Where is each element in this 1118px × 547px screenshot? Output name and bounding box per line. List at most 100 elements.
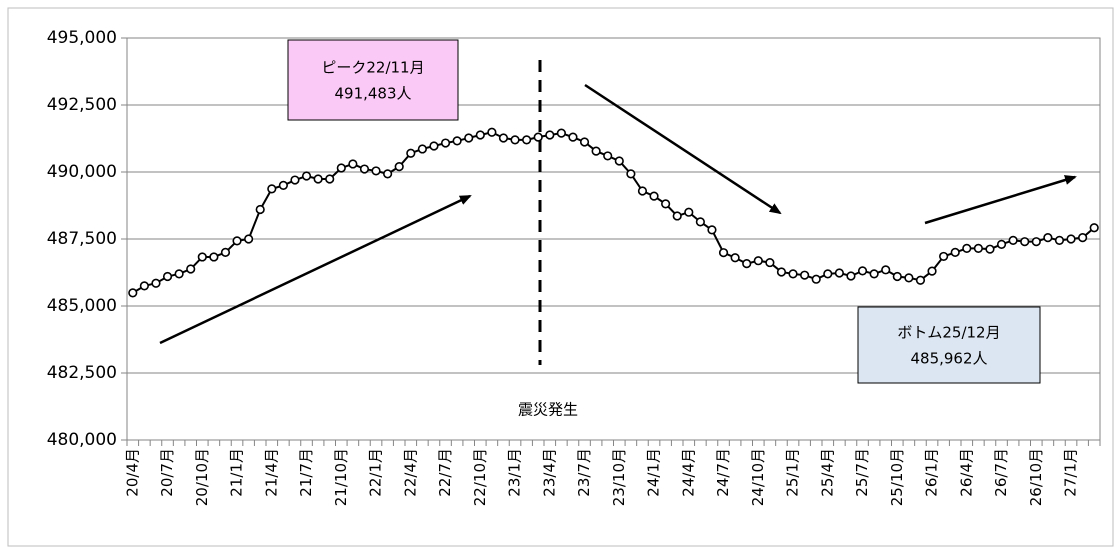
marker	[371, 166, 381, 176]
marker	[753, 256, 763, 266]
peak-box	[287, 39, 459, 121]
bottom-value: 485,962人	[910, 350, 987, 368]
x-tick-label: 20/4月	[123, 448, 141, 497]
marker	[811, 274, 821, 284]
marker	[406, 148, 416, 158]
marker	[869, 269, 879, 279]
marker	[707, 225, 717, 235]
marker	[1020, 237, 1030, 247]
marker	[915, 275, 926, 285]
marker	[336, 163, 346, 173]
marker	[197, 252, 207, 262]
x-tick-label: 20/10月	[193, 448, 211, 506]
x-tick-label: 21/7月	[297, 448, 315, 497]
x-tick-label: 24/10月	[749, 448, 767, 506]
peak-title: ピーク22/11月	[321, 59, 424, 77]
marker	[209, 252, 219, 262]
x-tick-label: 21/10月	[332, 448, 350, 506]
bottom-box	[857, 306, 1041, 384]
marker	[186, 264, 196, 274]
marker	[649, 191, 659, 201]
marker	[1089, 223, 1099, 233]
marker	[1078, 233, 1088, 243]
marker	[440, 138, 451, 148]
marker	[973, 243, 983, 253]
marker	[962, 243, 972, 253]
marker	[1008, 235, 1018, 245]
marker	[359, 164, 370, 174]
marker	[348, 159, 358, 169]
x-tick-label: 21/4月	[262, 448, 280, 497]
marker	[661, 199, 671, 209]
marker	[603, 151, 613, 161]
marker	[394, 162, 404, 172]
x-tick-label: 22/10月	[471, 448, 489, 506]
y-tick-label: 492,500	[47, 95, 117, 115]
marker	[834, 268, 844, 278]
marker	[255, 204, 265, 215]
marker	[730, 253, 740, 263]
y-tick-label: 485,000	[47, 296, 117, 316]
marker	[290, 175, 300, 185]
marker	[695, 217, 705, 227]
marker	[765, 257, 775, 268]
marker	[174, 269, 184, 279]
arrow	[159, 194, 472, 345]
x-tick-label: 26/1月	[923, 448, 941, 497]
marker	[162, 271, 173, 282]
marker	[672, 211, 682, 221]
frame	[7, 7, 1114, 547]
x-tick-label: 24/1月	[645, 448, 663, 497]
marker	[545, 130, 555, 140]
x-tick-label: 22/7月	[436, 448, 454, 497]
marker	[1054, 235, 1065, 245]
marker	[1066, 234, 1076, 244]
x-tick-label: 23/4月	[540, 448, 558, 497]
marker	[464, 133, 474, 143]
marker	[800, 270, 810, 280]
marker	[626, 169, 636, 179]
marker	[475, 130, 485, 140]
marker	[510, 135, 520, 145]
y-tick-label: 480,000	[47, 430, 117, 450]
marker	[151, 278, 161, 288]
x-tick-label: 22/1月	[367, 448, 385, 497]
marker	[881, 265, 891, 275]
x-tick-label: 20/7月	[158, 448, 176, 497]
y-tick-label: 487,500	[47, 229, 117, 249]
marker	[684, 207, 694, 217]
plot-area	[126, 37, 1101, 441]
x-tick-label: 25/7月	[853, 448, 871, 497]
marker	[313, 174, 323, 184]
marker	[417, 144, 427, 154]
x-tick-label: 26/10月	[1027, 448, 1045, 506]
x-tick-label: 23/10月	[610, 448, 628, 506]
x-tick-label: 24/7月	[714, 448, 732, 497]
x-tick-label: 26/4月	[957, 448, 975, 497]
marker	[383, 169, 393, 179]
arrow	[924, 175, 1077, 225]
marker	[579, 137, 590, 147]
x-tick-label: 23/1月	[506, 448, 524, 497]
marker	[1031, 237, 1041, 247]
marker	[452, 136, 462, 146]
y-tick-label: 495,000	[47, 28, 117, 48]
marker	[429, 141, 439, 151]
marker	[244, 234, 254, 244]
marker	[950, 247, 960, 257]
marker	[788, 269, 798, 279]
marker	[556, 128, 566, 138]
marker	[892, 271, 902, 282]
bottom-title: ボトム25/12月	[897, 324, 1000, 342]
marker	[637, 186, 648, 196]
marker	[487, 127, 497, 137]
series	[128, 127, 1099, 298]
marker	[522, 135, 532, 145]
marker	[614, 156, 624, 166]
marker	[718, 248, 729, 258]
marker	[533, 132, 543, 142]
y-tick-label: 490,000	[47, 162, 117, 182]
marker	[498, 133, 509, 143]
x-tick-label: 24/4月	[679, 448, 697, 497]
